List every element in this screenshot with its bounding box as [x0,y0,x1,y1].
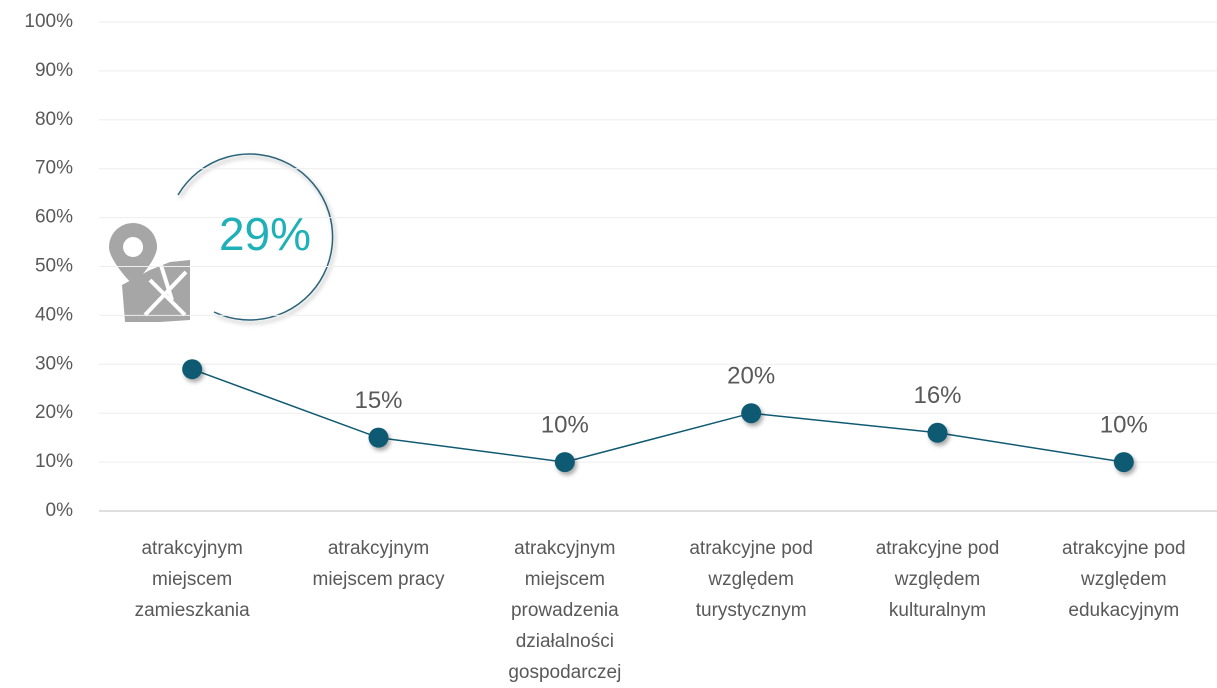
data-label: 15% [354,387,402,414]
marker [741,403,762,424]
data-label: 10% [541,411,589,438]
callout [109,153,334,322]
callout-label: 29% [219,208,311,260]
y-tick-label: 10% [35,451,73,472]
y-tick-label: 20% [35,402,73,423]
marker [182,359,203,380]
y-tick-label: 30% [35,353,73,374]
y-tick-label: 60% [35,207,73,228]
x-tick-label: atrakcyjne pod względem kulturalnym [875,538,1000,621]
x-tick-label: atrakcyjnym miejscem pracy [312,538,445,590]
line [191,368,1124,463]
y-tick-label: 0% [46,500,74,521]
y-tick-label: 70% [35,158,73,179]
marker [554,452,575,473]
y-tick-label: 50% [35,256,73,277]
y-tick-label: 100% [24,11,73,32]
marker [368,427,389,448]
x-tick-label: atrakcyjnym miejscem prowadzenia działal… [508,538,622,683]
data-label: 10% [1100,411,1148,438]
data-label: 16% [913,382,961,409]
data-label: 20% [727,363,775,390]
x-tick-label: atrakcyjnym miejscem zamieszkania [134,538,250,621]
y-tick-label: 40% [35,304,73,325]
callout-arc [177,153,334,321]
x-tick-label: atrakcyjne pod względem edukacyjnym [1062,538,1186,621]
y-tick-label: 80% [35,109,73,130]
map-icon [109,223,190,322]
y-tick-label: 90% [35,60,73,81]
x-tick-label: atrakcyjne pod względem turystycznym [689,538,813,621]
marker [927,422,948,443]
marker [1113,452,1134,473]
